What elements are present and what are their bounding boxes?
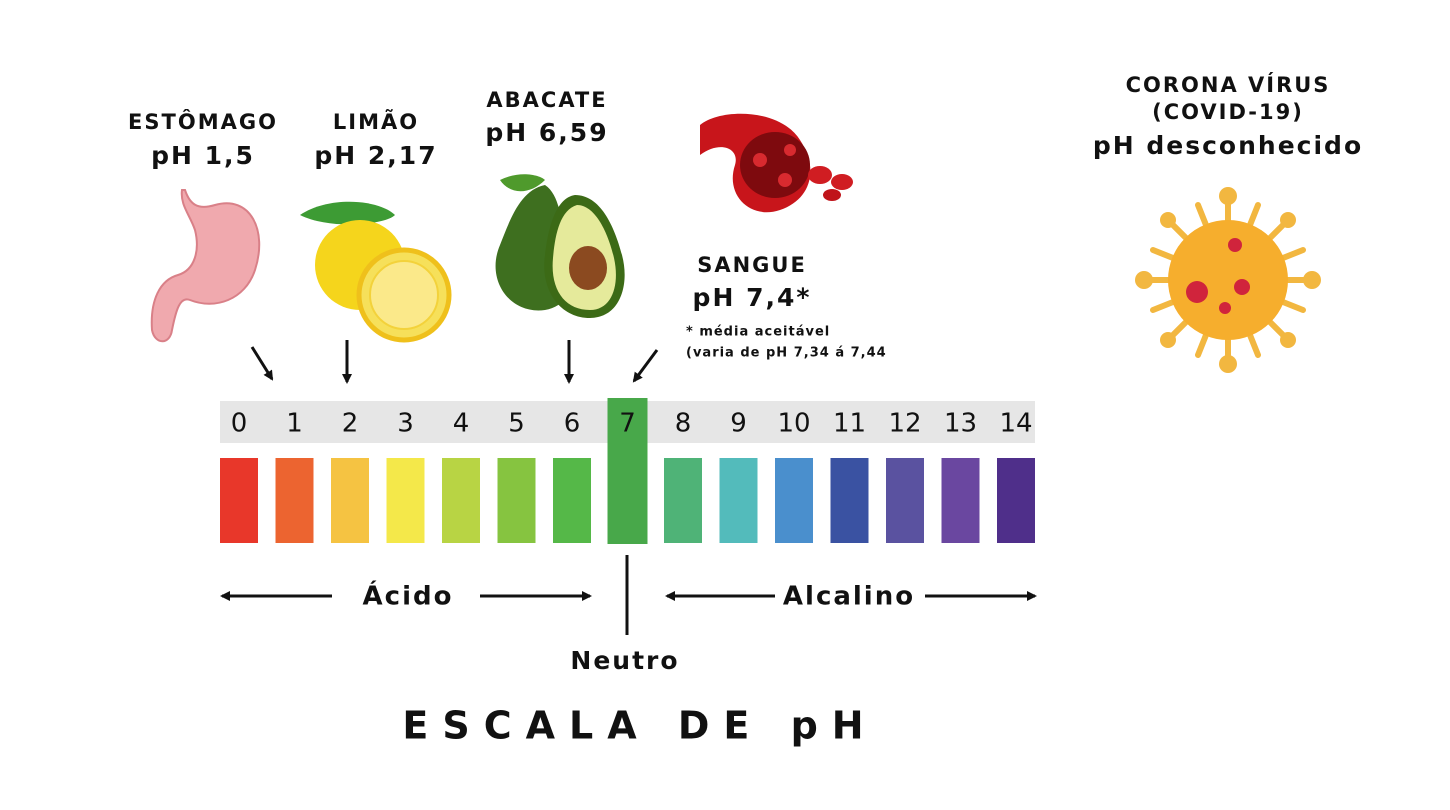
color-swatch xyxy=(553,458,591,543)
item-ph: pH 1,5 xyxy=(151,141,255,170)
ph-level-label: 8 xyxy=(675,409,692,439)
ph-level-label: 7 xyxy=(619,409,636,439)
lemon-illustration xyxy=(300,201,452,343)
virus-illustration xyxy=(1135,187,1321,373)
item-note: * média aceitável xyxy=(686,325,830,340)
stomach-illustration xyxy=(150,189,261,343)
ph-level-label: 1 xyxy=(286,409,303,439)
item-name: LIMÃO xyxy=(333,109,419,134)
color-swatch xyxy=(719,458,758,543)
ph-level-label: 10 xyxy=(777,409,810,439)
color-swatch xyxy=(331,458,369,543)
ph-level-label: 9 xyxy=(730,409,747,439)
neutral-label: Neutro xyxy=(570,646,679,675)
virus-code: (COVID-19) xyxy=(1152,100,1304,124)
color-swatch xyxy=(220,458,258,543)
blood-illustration xyxy=(700,113,853,213)
neutral-highlight xyxy=(607,398,648,544)
virus-name: CORONA VÍRUS xyxy=(1126,72,1331,97)
pointer-arrow xyxy=(632,349,659,383)
ph-level-label: 13 xyxy=(944,409,977,439)
ph-level-label: 5 xyxy=(508,409,525,439)
item-range: (varia de pH 7,34 á 7,44 xyxy=(686,346,887,361)
color-swatch xyxy=(775,458,813,543)
item-ph: pH 6,59 xyxy=(485,118,608,147)
ph-level-label: 6 xyxy=(564,409,581,439)
ph-scale: 0 1 2 3 4 5 6 7 8 9 10 11 12 13 14 xyxy=(220,398,1035,544)
color-swatch xyxy=(275,458,314,543)
item-name: ESTÔMAGO xyxy=(128,109,278,134)
ph-level-label: 12 xyxy=(888,409,921,439)
color-swatch xyxy=(664,458,702,543)
ph-level-label: 0 xyxy=(231,409,248,439)
color-swatch xyxy=(497,458,536,543)
alkaline-label: Alcalino xyxy=(783,582,915,612)
avocado-illustration xyxy=(495,174,625,318)
color-swatch xyxy=(941,458,980,543)
acid-label: Ácido xyxy=(363,580,454,612)
page-title: ESCALA DE pH xyxy=(402,704,877,748)
ph-level-label: 14 xyxy=(999,409,1032,439)
virus-ph: pH desconhecido xyxy=(1093,131,1363,160)
ph-level-label: 3 xyxy=(397,409,414,439)
color-swatch xyxy=(386,458,425,543)
item-ph: pH 7,4* xyxy=(693,283,812,312)
ph-level-label: 4 xyxy=(453,409,470,439)
pointer-arrow xyxy=(250,346,274,381)
ph-level-label: 11 xyxy=(833,409,866,439)
color-swatch xyxy=(997,458,1035,543)
color-swatch xyxy=(442,458,480,543)
color-swatch xyxy=(886,458,924,543)
ph-level-label: 2 xyxy=(342,409,359,439)
item-ph: pH 2,17 xyxy=(314,141,437,170)
item-name: SANGUE xyxy=(697,253,807,277)
color-swatch xyxy=(830,458,869,543)
item-name: ABACATE xyxy=(486,88,607,112)
